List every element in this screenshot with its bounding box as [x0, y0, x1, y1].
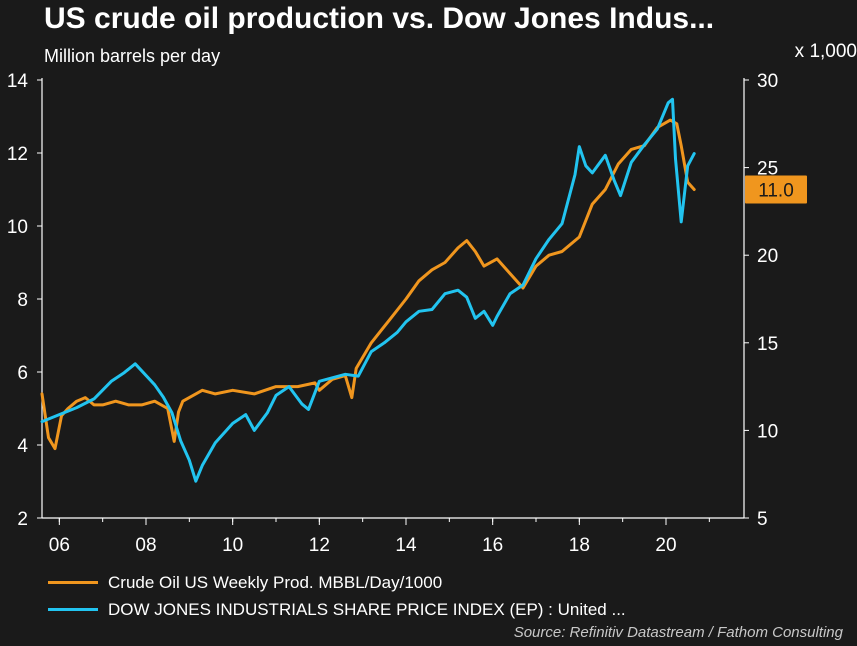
source-note: Source: Refinitiv Datastream / Fathom Co…	[513, 624, 843, 641]
x-axis-tick-label: 16	[482, 535, 503, 556]
x-axis-tick-label: 12	[309, 535, 330, 556]
right-axis-unit-label: x 1,000	[794, 41, 857, 62]
left-axis-tick-label: 14	[7, 71, 29, 92]
x-axis-tick-label: 06	[49, 535, 70, 556]
legend-item-dow-jones: DOW JONES INDUSTRIALS SHARE PRICE INDEX …	[48, 596, 626, 623]
x-axis-tick-label: 08	[135, 535, 156, 556]
right-axis-tick-label: 20	[757, 246, 778, 267]
axes: 2 4 6 8 10 12 14 5 10 15 20 25 30 06 08 10 12 14 16 18 20	[7, 71, 778, 556]
legend: Crude Oil US Weekly Prod. MBBL/Day/1000 …	[48, 569, 626, 623]
left-axis-tick-label: 12	[7, 144, 28, 165]
chart-title: US crude oil production vs. Dow Jones In…	[44, 2, 715, 35]
last-value-box	[745, 175, 807, 204]
x-axis-tick-label: 18	[569, 535, 590, 556]
right-axis-tick-label: 15	[757, 334, 778, 355]
x-axis-tick-label: 14	[395, 535, 417, 556]
crude-oil-line	[40, 118, 696, 451]
right-axis-tick-label: 25	[757, 159, 778, 180]
x-axis-tick-label: 20	[655, 535, 676, 556]
left-axis-tick-label: 2	[17, 509, 28, 530]
legend-label-crude-oil: Crude Oil US Weekly Prod. MBBL/Day/1000	[108, 572, 443, 592]
dow-jones-line	[40, 97, 696, 483]
series-lines	[40, 97, 696, 483]
right-axis-tick-label: 5	[757, 509, 768, 530]
last-value-text: 11.0	[758, 181, 794, 202]
left-axis-tick-label: 10	[7, 217, 28, 238]
left-axis-unit-label: Million barrels per day	[44, 46, 221, 66]
legend-swatch-crude-oil	[48, 581, 98, 584]
x-axis-tick-label: 10	[222, 535, 243, 556]
left-axis-tick-label: 8	[17, 290, 28, 311]
legend-label-dow-jones: DOW JONES INDUSTRIALS SHARE PRICE INDEX …	[108, 599, 626, 619]
right-axis-tick-label: 10	[757, 421, 778, 442]
left-axis-tick-label: 4	[17, 436, 28, 457]
legend-item-crude-oil: Crude Oil US Weekly Prod. MBBL/Day/1000	[48, 569, 626, 596]
legend-swatch-dow-jones	[48, 608, 98, 611]
left-axis-tick-label: 6	[17, 363, 28, 384]
right-axis-tick-label: 30	[757, 71, 778, 92]
last-value-badge: 11.0	[745, 175, 807, 204]
